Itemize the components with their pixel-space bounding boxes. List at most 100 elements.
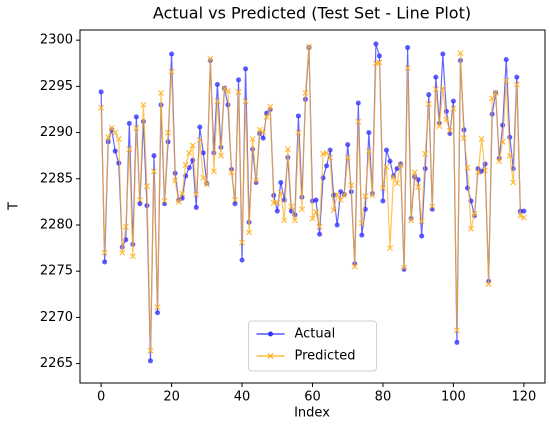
marker	[112, 129, 119, 136]
marker	[443, 116, 450, 123]
y-tick-label: 2290	[40, 125, 73, 140]
marker	[101, 249, 108, 256]
marker	[214, 98, 221, 105]
series-line	[100, 46, 525, 351]
marker	[394, 180, 401, 187]
x-tick-label: 80	[375, 390, 392, 405]
marker	[327, 154, 334, 161]
marker	[433, 74, 439, 80]
marker	[362, 193, 369, 200]
marker	[415, 184, 422, 191]
marker	[507, 134, 513, 140]
marker	[485, 281, 492, 288]
marker	[253, 177, 260, 184]
y-tick-label: 2285	[40, 171, 73, 186]
marker	[224, 87, 231, 95]
marker	[281, 217, 288, 224]
marker	[489, 95, 496, 102]
y-tick-label: 2295	[40, 79, 73, 94]
marker	[207, 55, 214, 62]
marker	[157, 89, 165, 96]
marker	[243, 66, 249, 72]
marker	[520, 214, 527, 221]
marker	[313, 197, 319, 203]
y-tick-label: 2265	[40, 356, 73, 371]
x-tick-label: 100	[441, 390, 466, 405]
marker	[348, 182, 355, 189]
marker	[161, 197, 168, 204]
marker	[341, 192, 348, 199]
y-axis-label: T	[7, 202, 22, 211]
marker	[129, 253, 136, 260]
marker	[126, 120, 132, 126]
marker	[186, 149, 193, 156]
marker	[482, 167, 489, 174]
marker	[175, 198, 182, 205]
marker	[324, 163, 330, 169]
y-tick-label: 2280	[40, 217, 73, 232]
x-tick-label: 40	[234, 390, 251, 405]
marker	[401, 264, 408, 271]
marker	[274, 199, 281, 206]
marker	[312, 209, 320, 216]
legend-label: Predicted	[295, 349, 356, 364]
marker	[405, 45, 411, 51]
marker	[217, 152, 224, 159]
marker	[278, 179, 284, 185]
marker	[140, 101, 147, 108]
marker	[365, 148, 372, 155]
marker	[98, 89, 104, 95]
marker	[358, 220, 365, 227]
marker	[165, 129, 172, 136]
marker	[147, 347, 154, 354]
marker	[317, 231, 323, 237]
marker	[517, 212, 524, 219]
marker	[137, 201, 143, 207]
marker	[108, 124, 115, 131]
x-tick-label: 60	[304, 390, 321, 405]
marker	[467, 225, 475, 232]
marker	[499, 138, 506, 145]
marker	[295, 113, 301, 119]
marker	[334, 222, 340, 228]
marker	[214, 82, 220, 88]
marker	[193, 204, 199, 210]
marker	[320, 150, 327, 157]
marker	[200, 174, 207, 181]
marker	[133, 124, 140, 131]
marker	[284, 146, 291, 153]
marker	[246, 229, 253, 236]
marker	[398, 161, 404, 167]
legend-label: Actual	[295, 327, 336, 342]
marker	[404, 64, 411, 71]
marker	[260, 135, 266, 141]
marker	[351, 263, 358, 270]
marker	[309, 215, 316, 222]
marker	[277, 189, 284, 196]
marker	[116, 160, 122, 166]
marker	[376, 59, 383, 66]
marker	[514, 74, 520, 80]
marker	[316, 223, 323, 230]
marker	[302, 89, 309, 96]
y-tick-label: 2275	[40, 264, 73, 279]
marker	[446, 127, 453, 134]
marker	[503, 77, 510, 84]
marker	[500, 122, 506, 128]
marker	[133, 114, 139, 120]
marker	[150, 168, 158, 175]
marker	[426, 92, 432, 98]
marker	[267, 103, 274, 110]
marker	[359, 232, 365, 238]
marker	[366, 130, 372, 136]
marker	[479, 168, 485, 174]
marker	[298, 206, 305, 213]
marker	[295, 129, 302, 136]
marker	[228, 169, 235, 176]
y-tick-label: 2270	[40, 310, 73, 325]
marker	[345, 142, 351, 148]
marker	[510, 179, 517, 186]
marker	[147, 358, 153, 364]
marker	[408, 217, 415, 224]
